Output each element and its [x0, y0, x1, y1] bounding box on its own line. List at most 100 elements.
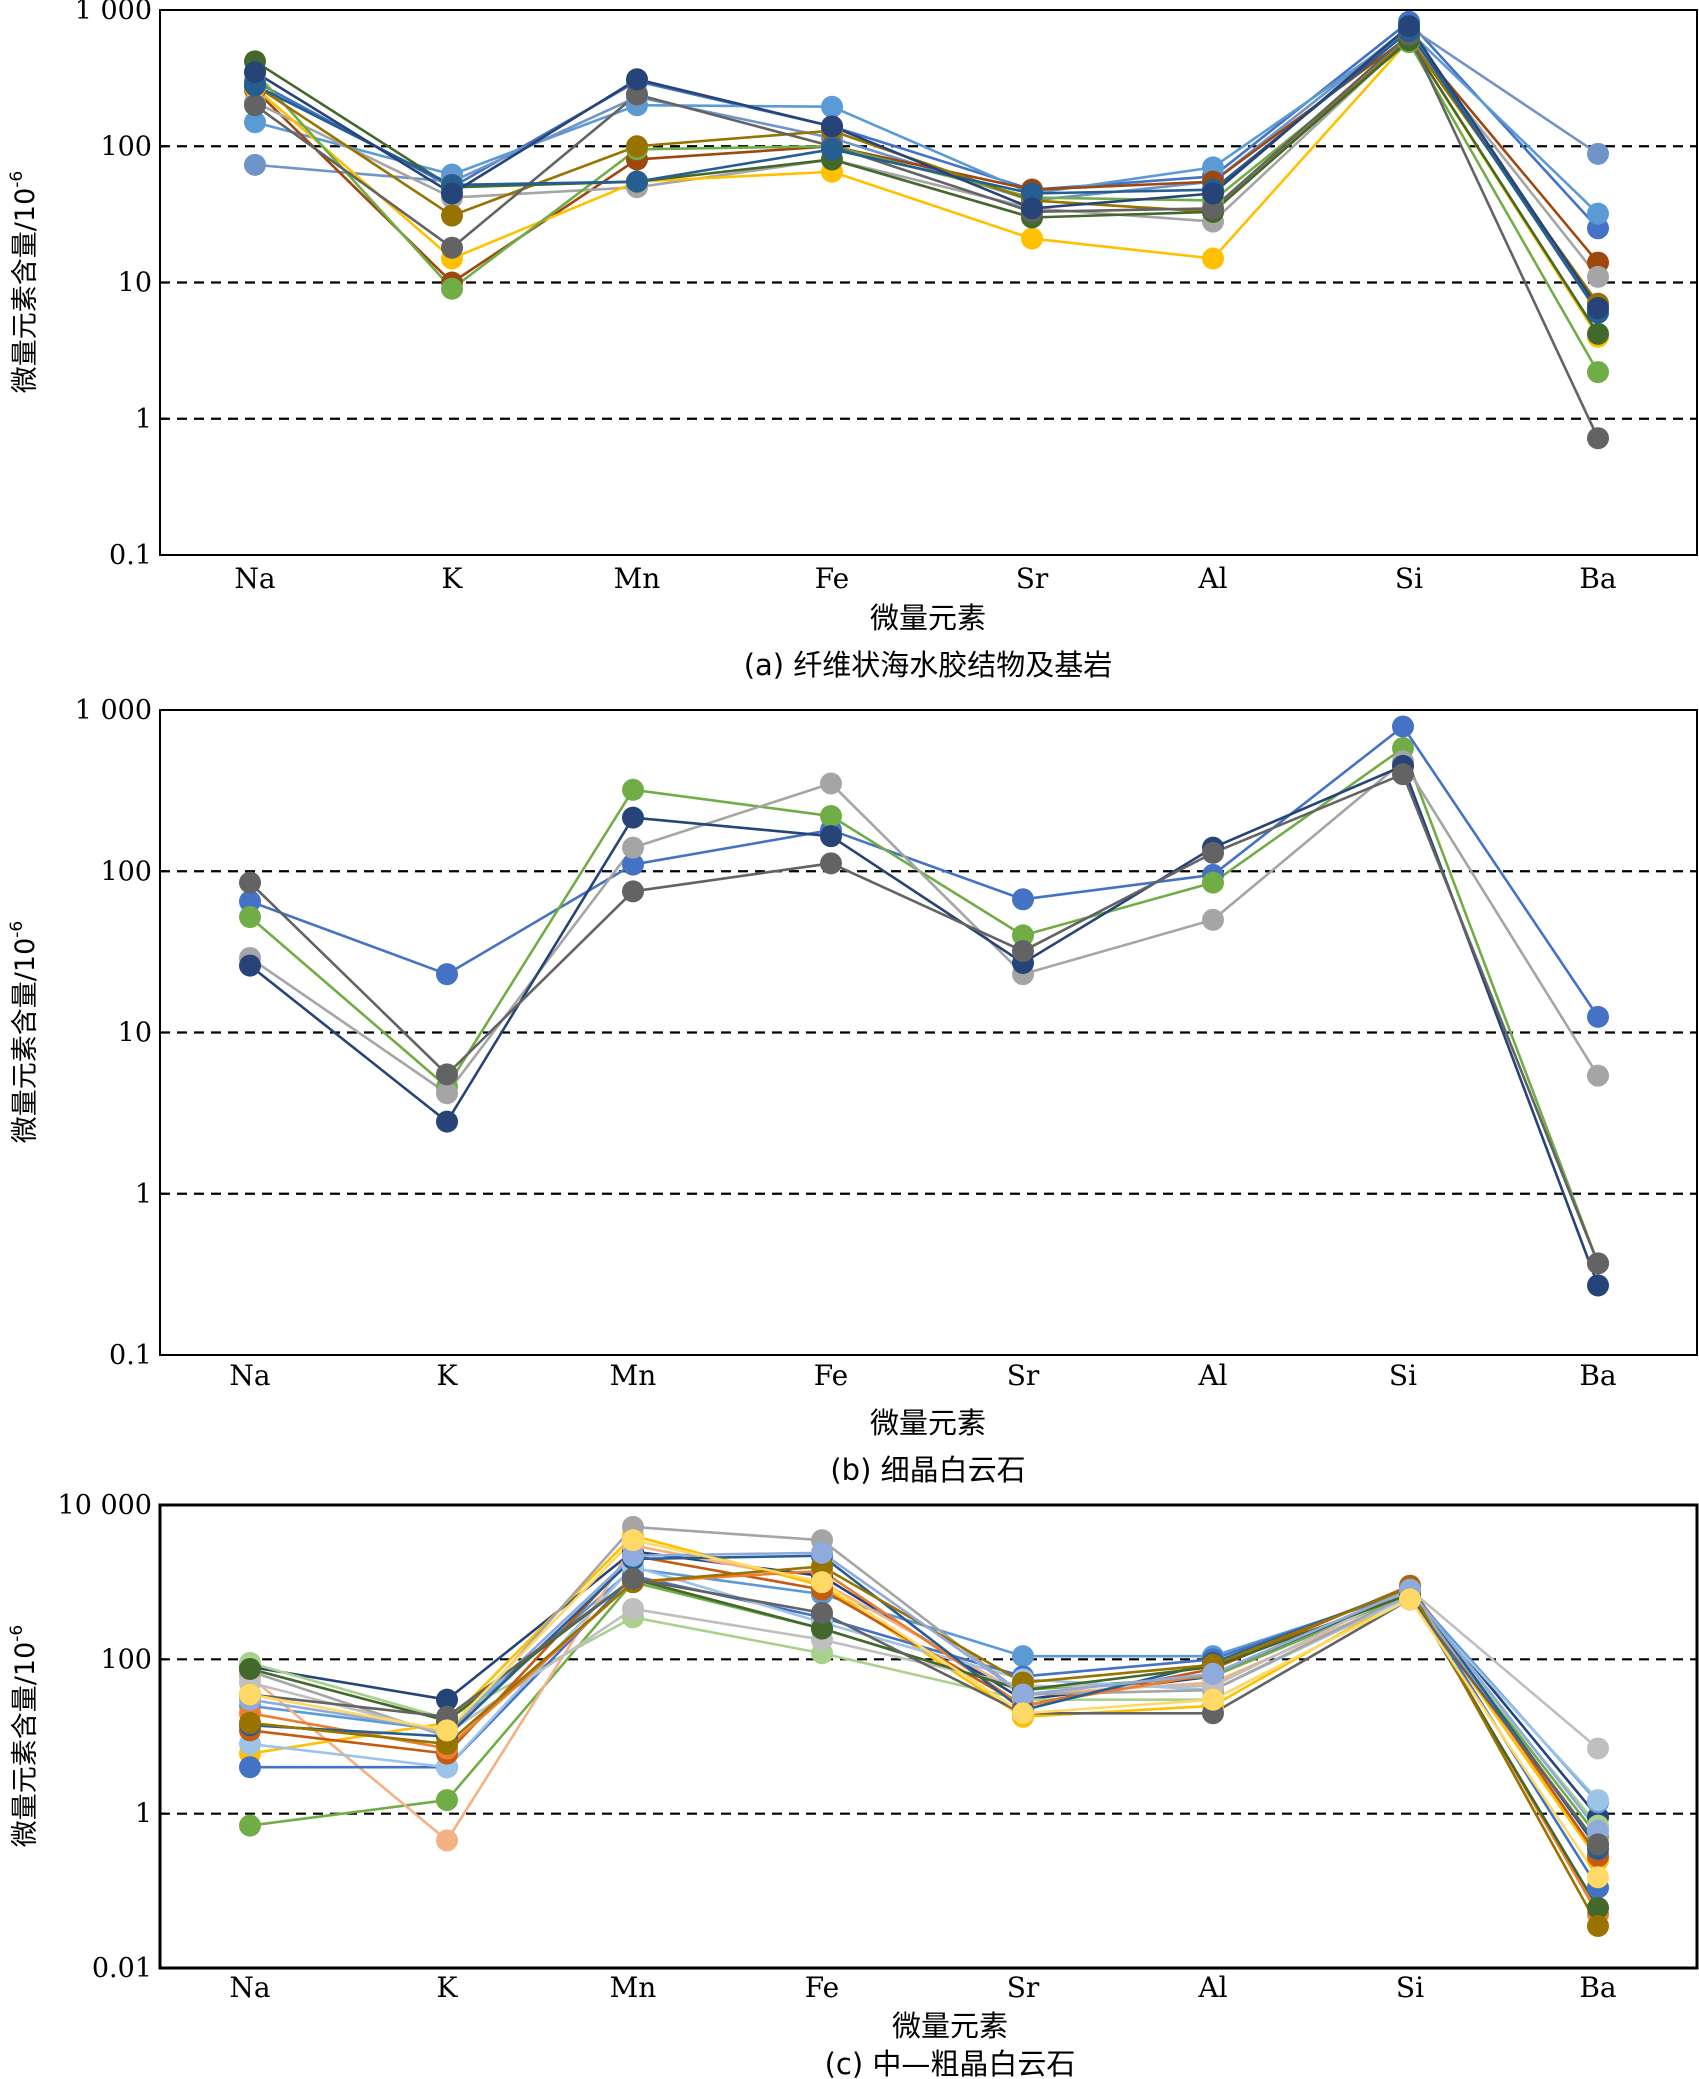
data-point-a-7 [441, 277, 463, 300]
data-point-c-11 [1587, 1737, 1609, 1760]
data-point-a-12 [1587, 296, 1609, 319]
data-point-c-16 [811, 1541, 833, 1564]
data-point-b-2 [1012, 924, 1034, 947]
x-tick-label-b: Na [229, 1359, 270, 1392]
y-tick-label-b: 10 [118, 1018, 152, 1049]
data-point-c-18 [622, 1529, 644, 1552]
data-point-a-6 [1202, 247, 1224, 270]
data-point-c-11 [622, 1597, 644, 1620]
series-line-a-1 [254, 20, 1599, 230]
data-point-a-3 [244, 153, 266, 176]
data-point-a-7 [1587, 361, 1609, 384]
data-point-a-9 [1587, 322, 1609, 345]
data-point-b-5 [436, 1063, 458, 1086]
x-tick-label-a: Sr [1016, 562, 1049, 595]
x-tick-label-c: Mn [610, 1971, 657, 2004]
x-categories-a: Na K Mn Fe Sr Al Si Ba [234, 562, 1616, 595]
data-point-b-5 [1587, 1252, 1609, 1275]
panel-title-b: (b) 细晶白云石 [830, 1453, 1025, 1487]
x-tick-label-a: Fe [815, 562, 849, 595]
data-point-b-4 [436, 1110, 458, 1133]
data-point-b-2 [239, 906, 261, 929]
x-tick-label-b: Fe [814, 1359, 848, 1392]
panel-b: 0.1 1 10 100 1 000 Na K Mn Fe Sr Al Si Ba 微量元素含量/10… [7, 695, 1698, 1487]
data-point-b-4 [1587, 1274, 1609, 1297]
x-tick-label-a: Al [1197, 562, 1227, 595]
data-point-c-16 [622, 1544, 644, 1567]
data-point-a-10 [626, 83, 648, 106]
x-axis-label-a: 微量元素 [870, 601, 986, 635]
panel-title-c: (c) 中—粗晶白云石 [825, 2047, 1076, 2079]
data-point-a-11 [821, 138, 843, 161]
data-point-b-5 [1392, 763, 1414, 786]
data-point-b-4 [239, 954, 261, 977]
y-tick-label-c: 1 [135, 1799, 152, 1830]
data-point-a-12 [821, 115, 843, 138]
data-point-a-10 [1587, 427, 1609, 450]
data-point-a-2 [1587, 202, 1609, 225]
data-point-c-4 [436, 1829, 458, 1852]
series-line-b-5 [249, 772, 1600, 1264]
data-point-c-1 [436, 1688, 458, 1711]
y-tick-label-a: 100 [100, 131, 152, 162]
y-tick-label-b: 0.1 [109, 1340, 152, 1371]
data-point-b-1 [1012, 888, 1034, 911]
data-point-a-5 [1587, 265, 1609, 288]
series-line-c-16 [249, 1551, 1600, 1832]
data-point-c-8 [1587, 1789, 1609, 1812]
data-point-a-6 [1021, 227, 1043, 250]
data-point-b-3 [436, 1082, 458, 1105]
data-point-b-2 [1202, 871, 1224, 894]
data-point-b-3 [1202, 908, 1224, 931]
data-point-b-3 [820, 772, 842, 795]
data-point-c-15 [1587, 1915, 1609, 1938]
series-line-b-2 [249, 746, 1600, 1264]
panel-a: 0.1 1 10 100 1 000 Na K Mn Fe Sr Al Si Ba 微量元素含量/10… [7, 0, 1698, 682]
data-point-a-12 [441, 182, 463, 205]
panel-c: 0.01 1 100 10 000 Na K Mn Fe Sr Al Si Ba 微量元素含量/10… [7, 1490, 1699, 2079]
y-tick-label-c: 100 [100, 1644, 152, 1675]
series-line-a-12 [254, 24, 1600, 309]
y-tick-label-a: 10 [118, 268, 152, 299]
x-categories-b: Na K Mn Fe Sr Al Si Ba [229, 1359, 1616, 1392]
data-point-a-12 [1202, 182, 1224, 205]
series-line-b-4 [249, 764, 1600, 1286]
data-point-a-12 [1398, 15, 1420, 38]
x-tick-label-b: Ba [1579, 1359, 1616, 1392]
data-point-a-3 [1587, 142, 1609, 165]
x-categories-c: Na K Mn Fe Sr Al Si Ba [229, 1971, 1616, 2004]
data-point-c-18 [1587, 1866, 1609, 1889]
x-tick-label-b: Mn [610, 1359, 657, 1392]
data-point-b-5 [820, 852, 842, 875]
data-point-c-18 [1399, 1588, 1421, 1611]
series-group-c [239, 1515, 1609, 1938]
x-tick-label-c: Na [229, 1971, 270, 2004]
x-tick-label-c: Si [1396, 1971, 1424, 2004]
x-tick-label-a: Si [1395, 562, 1423, 595]
x-tick-label-c: Al [1197, 1971, 1227, 2004]
data-point-a-8 [441, 204, 463, 227]
data-point-c-2 [1012, 1645, 1034, 1668]
panel-title-a: (a) 纤维状海水胶结物及基岩 [744, 648, 1113, 682]
data-point-c-18 [1202, 1688, 1224, 1711]
x-tick-label-c: Ba [1579, 1971, 1616, 2004]
data-point-c-14 [239, 1657, 261, 1680]
series-line-b-3 [249, 760, 1600, 1095]
data-point-a-10 [244, 94, 266, 117]
series-line-a-11 [254, 29, 1600, 314]
y-axis-label-b: 微量元素含量/10-6 [7, 921, 41, 1143]
data-point-c-17 [811, 1601, 833, 1624]
y-ticks-a: 0.1 1 10 100 1 000 [75, 0, 166, 571]
data-point-b-4 [820, 825, 842, 848]
y-tick-label-b: 100 [100, 856, 152, 887]
x-tick-label-c: K [437, 1971, 459, 2004]
series-line-a-9 [254, 38, 1600, 335]
x-tick-label-c: Fe [805, 1971, 839, 2004]
series-line-b-1 [249, 725, 1600, 1018]
data-point-a-11 [626, 170, 648, 193]
x-tick-label-c: Sr [1007, 1971, 1040, 2004]
y-axis-label-a: 微量元素含量/10-6 [7, 171, 41, 393]
data-point-c-14 [811, 1617, 833, 1640]
data-point-a-2 [821, 95, 843, 118]
